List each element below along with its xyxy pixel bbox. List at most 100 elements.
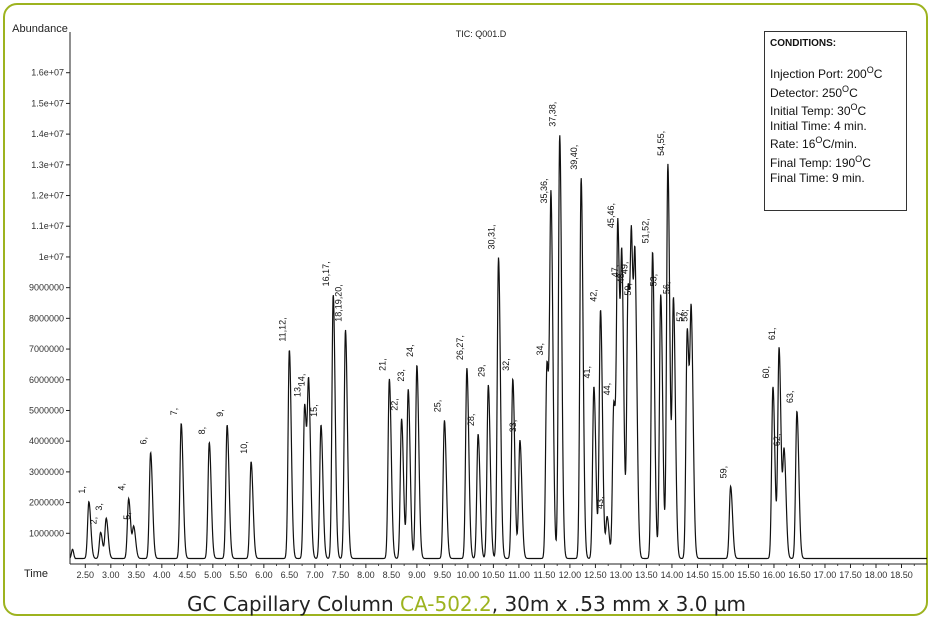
condition-line: Initial Time: 4 min.: [770, 119, 902, 134]
condition-unit: C: [849, 85, 858, 100]
peak-label: 32,: [501, 358, 511, 371]
y-tick-label: 1.1e+07: [31, 221, 64, 231]
degree-mark: O: [815, 135, 823, 146]
x-tick-label: 7.50: [332, 570, 350, 580]
peak-label: 30,31,: [487, 225, 497, 250]
peak-label: 25,: [432, 400, 442, 413]
y-tick-label: 7000000: [29, 344, 64, 354]
peak-label: 16,17,: [321, 261, 331, 286]
x-tick-label: 12.50: [584, 570, 607, 580]
caption-prefix: GC Capillary Column: [187, 592, 401, 616]
x-tick-label: 16.00: [763, 570, 786, 580]
condition-line: Final Time: 9 min.: [770, 171, 902, 186]
peak-label: 49,: [620, 262, 630, 275]
peak-labels: 1, 2, 3, 4, 5, 6, 7, 8, 9, 10, 11,12, 13,14, 15, 16,1…: [77, 102, 795, 525]
peak-label: 5,: [122, 512, 132, 520]
peak-label: 3,: [94, 503, 104, 511]
peak-label: 62,: [772, 434, 782, 447]
peak-label: 15,: [309, 404, 319, 417]
y-tick-label: 5000000: [29, 405, 64, 415]
peak-label: 39,40,: [569, 145, 579, 170]
x-tick-label: 11.50: [533, 570, 555, 580]
x-tick-label: 16.50: [788, 570, 811, 580]
x-tick-label: 2.50: [77, 570, 95, 580]
y-tick-label: 6000000: [29, 375, 64, 385]
tic-trace: [69, 135, 927, 560]
y-ticks: 1000000 2000000 3000000 4000000 5000000 60000…: [29, 68, 70, 538]
x-tick-label: 18.50: [890, 570, 913, 580]
x-tick-label: 18.00: [865, 570, 888, 580]
peak-label: 51,52,: [641, 218, 651, 243]
condition-unit: C: [857, 104, 867, 119]
peak-label: 48,: [616, 271, 626, 284]
y-tick-label: 3000000: [29, 467, 64, 477]
x-tick-label: 17.00: [814, 570, 837, 580]
y-tick-label: 1e+07: [39, 252, 64, 262]
x-tick-label: 14.00: [661, 570, 684, 580]
peak-label: 60,: [761, 366, 771, 379]
condition-text: Initial Temp: 30: [770, 104, 851, 119]
condition-line: Rate: 16OC/min.: [770, 133, 902, 152]
peak-label: 41,: [582, 366, 592, 379]
peak-label: 35,36,: [539, 178, 549, 203]
x-tick-label: 3.00: [102, 570, 120, 580]
peak-label: 2,: [89, 517, 99, 525]
peak-label: 59,: [719, 466, 729, 479]
peak-label: 21,: [377, 358, 387, 371]
degree-mark: O: [850, 102, 858, 113]
condition-line: Injection Port: 200OC: [770, 63, 902, 82]
condition-line: Initial Temp: 30OC: [770, 100, 902, 119]
condition-text: Rate: 16: [770, 137, 816, 152]
peak-label: 23,: [396, 369, 406, 382]
y-tick-label: 9000000: [29, 283, 64, 293]
peak-label: 10,: [239, 441, 249, 454]
x-tick-label: 10.50: [482, 570, 505, 580]
x-tick-label: 3.50: [128, 570, 146, 580]
x-tick-label: 8.50: [383, 570, 401, 580]
chart-title: TIC: Q001.D: [456, 29, 507, 39]
peak-label: 28,: [466, 414, 476, 427]
peak-label: 34,: [535, 343, 545, 356]
peak-label: 26,27,: [455, 335, 465, 360]
x-tick-label: 8.00: [357, 570, 375, 580]
condition-unit: C/min.: [822, 137, 858, 152]
y-tick-label: 1.5e+07: [31, 98, 64, 108]
condition-text: Detector: 250: [770, 85, 843, 100]
x-ticks: 2.50 3.00 3.50 4.00 4.50 5.00 5.50 6.00 6.50 7.00…: [77, 564, 915, 580]
condition-text: Injection Port: 200: [770, 67, 867, 81]
y-tick-label: 8000000: [29, 313, 64, 323]
peak-label: 57,: [675, 309, 685, 322]
peak-label: 11,12,: [277, 317, 287, 341]
degree-mark: O: [866, 65, 874, 75]
x-tick-label: 13.50: [635, 570, 658, 580]
peak-label: 61,: [767, 328, 777, 341]
peak-label: 14,: [297, 374, 307, 387]
peak-label: 47,: [610, 265, 620, 278]
peak-label: 50,: [623, 283, 633, 296]
x-tick-label: 17.50: [839, 570, 862, 580]
x-tick-label: 4.50: [179, 570, 197, 580]
peak-label: 33,: [508, 420, 518, 433]
x-tick-label: 5.50: [230, 570, 248, 580]
x-tick-label: 6.00: [255, 570, 273, 580]
y-tick-label: 1000000: [29, 528, 64, 538]
peak-label: 9,: [215, 409, 225, 417]
peak-label: 18,19,20,: [333, 284, 343, 322]
x-tick-label: 4.00: [153, 570, 171, 580]
condition-text: Final Time: 9 min.: [770, 170, 865, 185]
conditions-list: Injection Port: 200OC Detector: 250OC Init…: [770, 63, 902, 185]
degree-mark: O: [855, 153, 863, 164]
conditions-heading: CONDITIONS:: [770, 38, 837, 49]
x-tick-label: 15.50: [737, 570, 760, 580]
x-tick-label: 9.50: [434, 570, 452, 580]
x-tick-label: 5.00: [204, 570, 222, 580]
x-tick-label: 13.00: [610, 570, 633, 580]
peak-label: 1,: [77, 486, 87, 494]
y-tick-label: 1.4e+07: [31, 129, 64, 139]
peak-label: 37,38,: [548, 102, 558, 127]
peak-label: 53,: [649, 274, 659, 287]
peak-label: 4,: [117, 483, 127, 491]
peak-label: 29,: [476, 364, 486, 377]
peak-label: 13,: [293, 384, 303, 397]
peak-label: 45,46,: [606, 203, 616, 228]
